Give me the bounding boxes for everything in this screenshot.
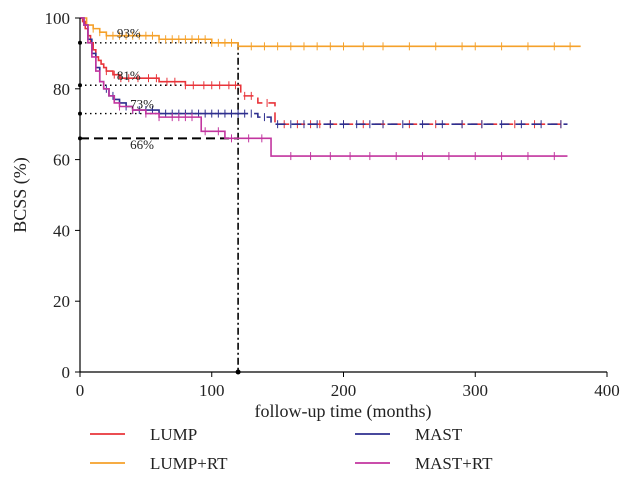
axes: follow-up time (months) BCSS (%) 0 100 200… [10, 9, 620, 422]
x-tick-label-300: 300 [463, 381, 489, 400]
y-tick-label-20: 20 [53, 292, 70, 311]
series-lump-line-dashed [238, 84, 568, 125]
series-lump-rt-line [80, 17, 581, 48]
plot-layer: 93% 81% 73% 66% [78, 17, 581, 375]
x-tick-label-200: 200 [331, 381, 357, 400]
annotation-93pct: 93% [117, 25, 141, 40]
legend: LUMP LUMP+RT MAST MAST+RT [90, 425, 493, 473]
x-tick-label-0: 0 [76, 381, 85, 400]
annotation-81pct: 81% [117, 68, 141, 83]
series-mast-rt-line [80, 17, 568, 157]
y-tick-label-40: 40 [53, 221, 70, 240]
annotation-66pct: 66% [130, 137, 154, 152]
legend-label-lump: LUMP [150, 425, 197, 444]
series-lump-line [80, 17, 239, 87]
y-tick-label-60: 60 [53, 151, 70, 170]
x-tick-label-400: 400 [594, 381, 620, 400]
x-axis-label: follow-up time (months) [255, 401, 432, 422]
y-tick-label-100: 100 [45, 9, 71, 28]
y-tick-label-80: 80 [53, 80, 70, 99]
annotation-73pct: 73% [130, 96, 154, 111]
legend-label-lump-rt: LUMP+RT [150, 454, 228, 473]
y-tick-label-0: 0 [62, 363, 71, 382]
legend-label-mast: MAST [415, 425, 463, 444]
legend-label-mast-rt: MAST+RT [415, 454, 493, 473]
x-tick-label-100: 100 [199, 381, 225, 400]
y-axis-label: BCSS (%) [10, 157, 31, 233]
